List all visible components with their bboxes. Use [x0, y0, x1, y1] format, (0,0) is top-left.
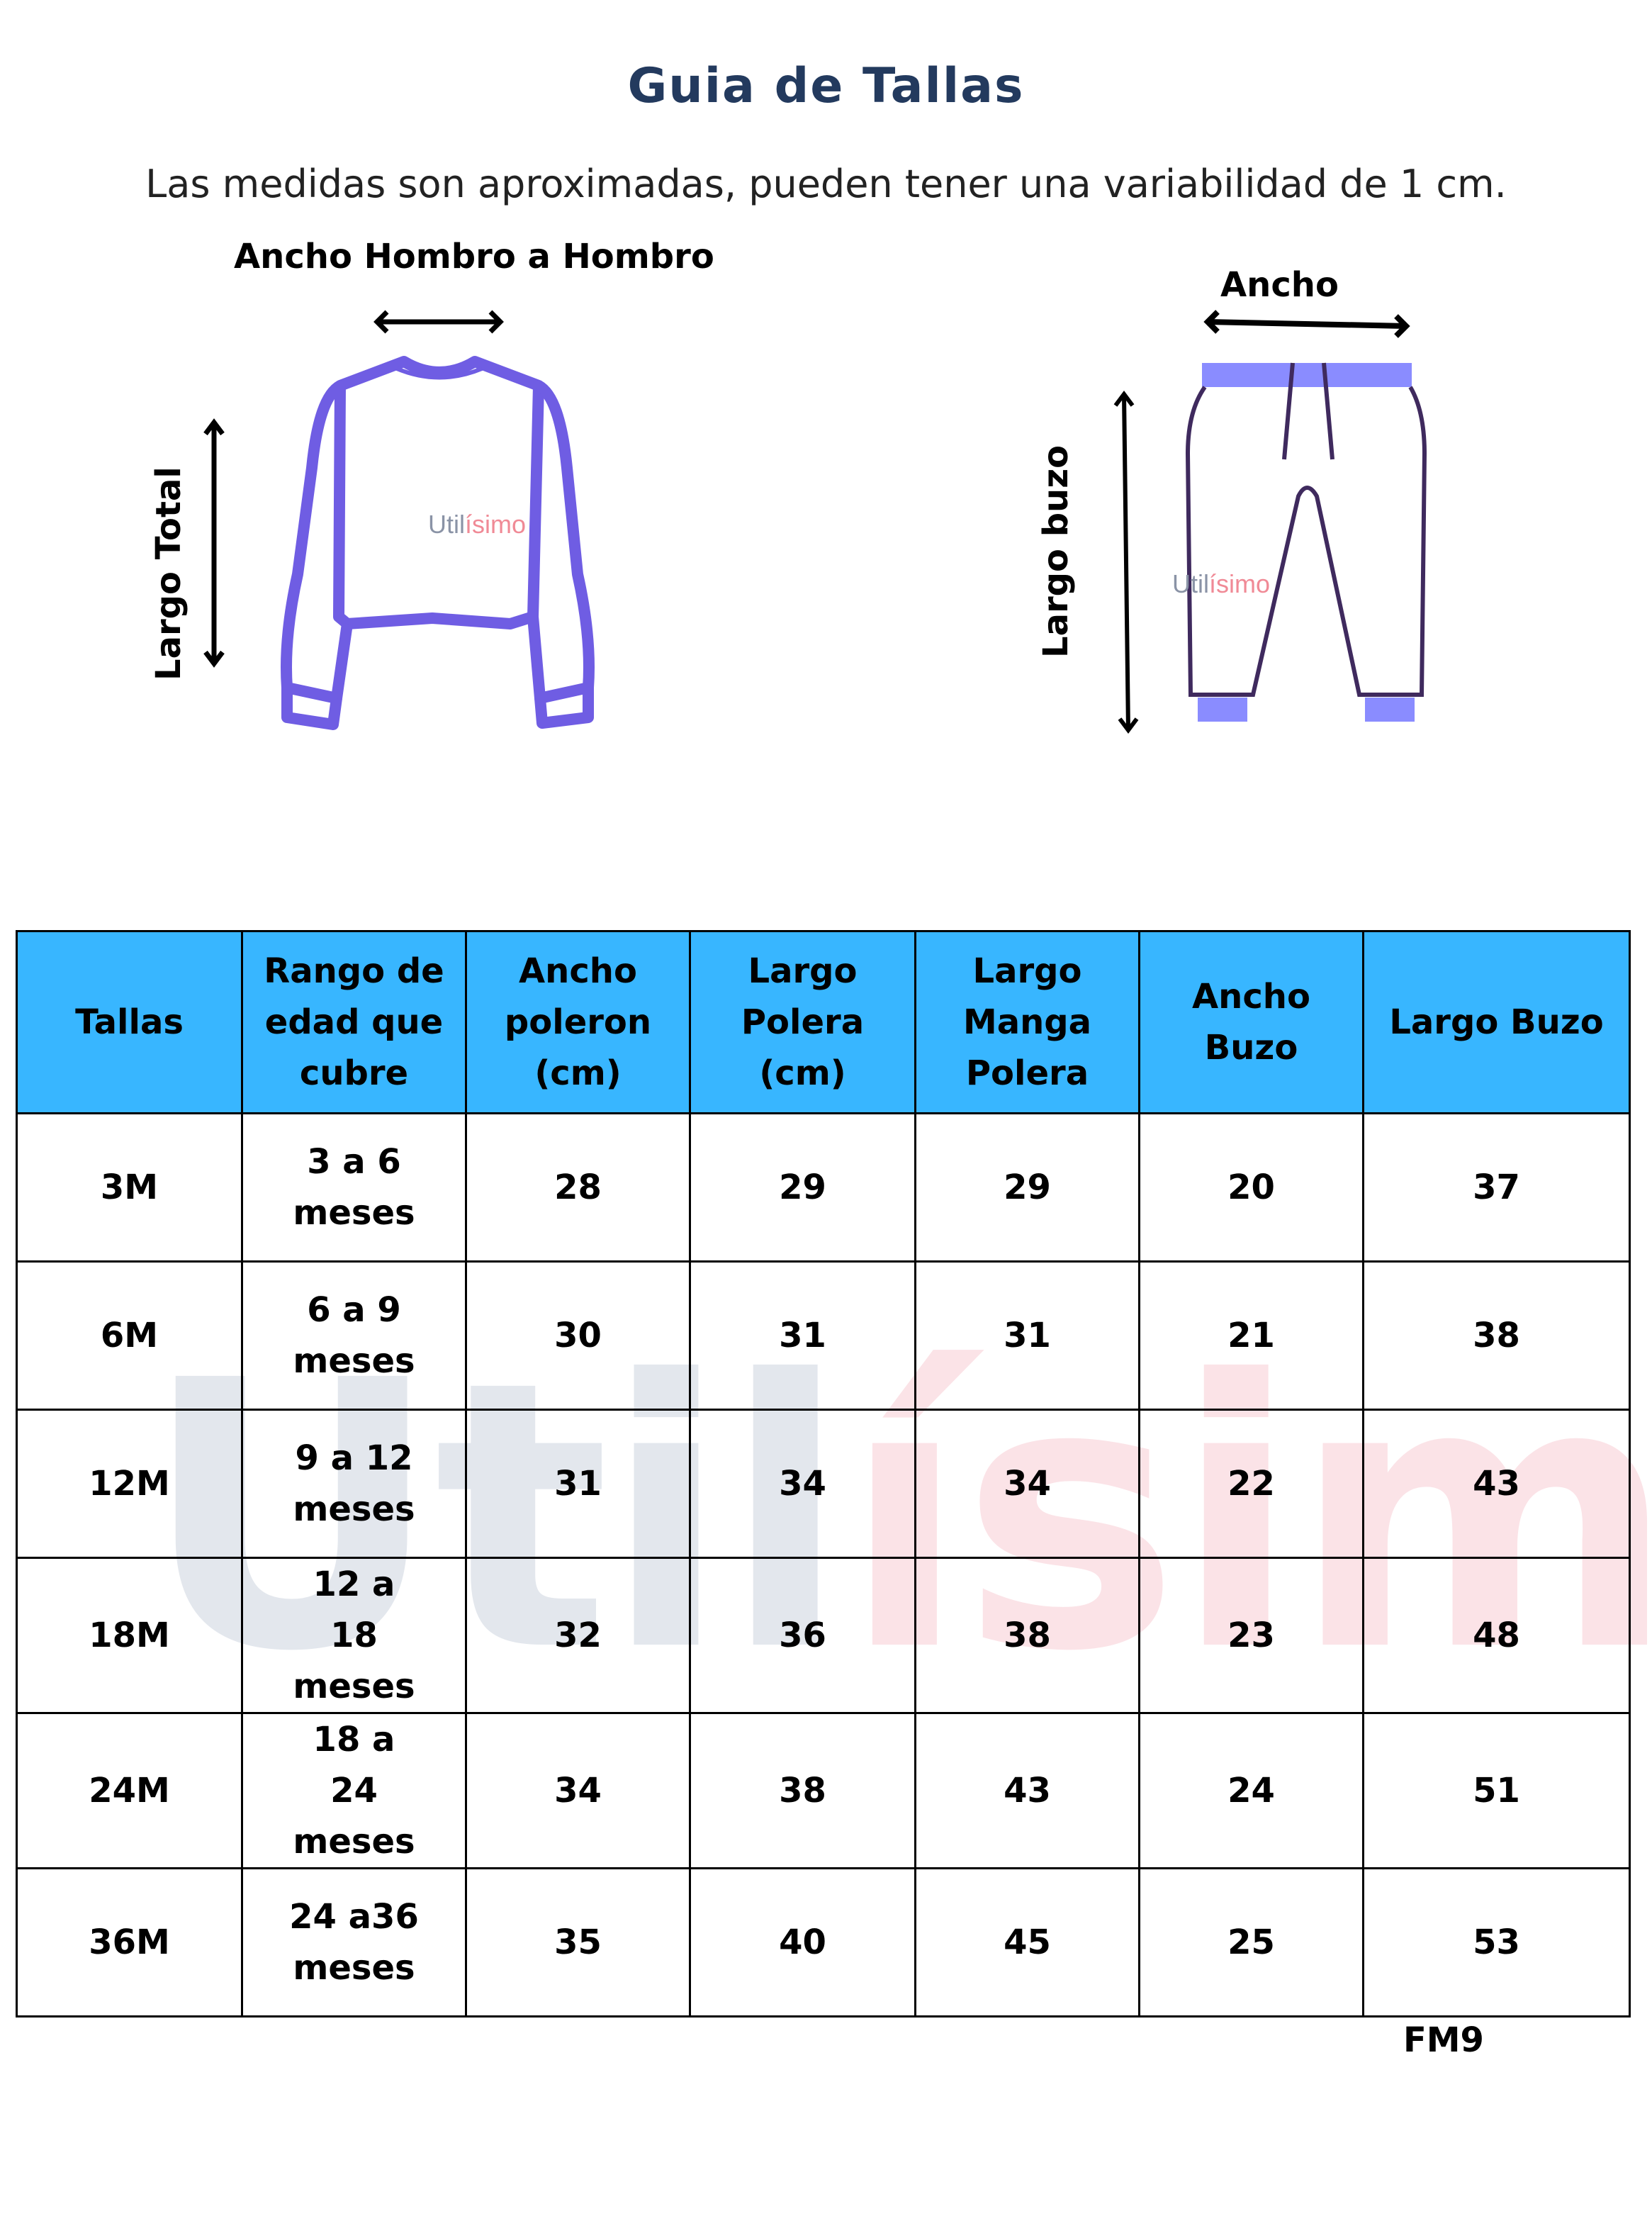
table-cell: 24 [1138, 1712, 1364, 1869]
subtitle: Las medidas son aproximadas, pueden tene… [145, 162, 1507, 206]
table-cell: 20 [1138, 1112, 1364, 1263]
table-cell: 12 a 18 meses [241, 1557, 467, 1714]
table-row: 24M 18 a 24 meses 34 38 43 24 51 [16, 1712, 1631, 1869]
header-largo-polera: Largo Polera (cm) [689, 930, 916, 1114]
table-cell: 34 [465, 1712, 691, 1869]
page-title: Guia de Tallas [627, 58, 1025, 114]
table-row: 3M 3 a 6 meses 28 29 29 20 37 [16, 1112, 1631, 1263]
table-cell: 31 [914, 1260, 1140, 1411]
table-cell: 29 [914, 1112, 1140, 1263]
table-cell: 51 [1362, 1712, 1631, 1869]
table-cell: 38 [1362, 1260, 1631, 1411]
table-cell: 6M [16, 1260, 243, 1411]
sweater-length-arrow-icon [203, 418, 225, 668]
table-cell: 48 [1362, 1557, 1631, 1714]
pants-illustration [1185, 362, 1427, 722]
table-cell: 6 a 9 meses [241, 1260, 467, 1411]
pants-width-label: Ancho [1220, 265, 1339, 305]
garment-diagrams: Utilísimo Utilísimo [203, 310, 1427, 734]
table-cell: 18M [16, 1557, 243, 1714]
table-cell: 22 [1138, 1409, 1364, 1559]
table-cell: 12M [16, 1409, 243, 1559]
table-cell: 38 [914, 1557, 1140, 1714]
table-cell: 28 [465, 1112, 691, 1263]
table-row: 12M 9 a 12 meses 31 34 34 22 43 [16, 1409, 1631, 1559]
table-cell: 37 [1362, 1112, 1631, 1263]
table-cell: 31 [465, 1409, 691, 1559]
table-cell: 45 [914, 1867, 1140, 2017]
header-largo-manga: Largo Manga Polera [914, 930, 1140, 1114]
header-rango-edad: Rango de edad que cubre [241, 930, 467, 1114]
table-cell: 29 [689, 1112, 916, 1263]
table-cell: 3 a 6 meses [241, 1112, 467, 1263]
header-ancho-poleron: Ancho poleron (cm) [465, 930, 691, 1114]
table-cell: 40 [689, 1867, 916, 2017]
table-row: 6M 6 a 9 meses 30 31 31 21 38 [16, 1260, 1631, 1411]
product-code: FM9 [1403, 2020, 1484, 2060]
table-row: 36M 24 a36 meses 35 40 45 25 53 [16, 1867, 1631, 2017]
sweater-watermark: Utilísimo [428, 510, 526, 539]
table-cell: 43 [1362, 1409, 1631, 1559]
pants-width-arrow-icon [1203, 310, 1410, 338]
sweater-width-label: Ancho Hombro a Hombro [234, 237, 714, 276]
sweater-illustration [281, 356, 595, 730]
table-cell: 30 [465, 1260, 691, 1411]
table-cell: 36M [16, 1867, 243, 2017]
table-cell: 36 [689, 1557, 916, 1714]
table-cell: 24 a36 meses [241, 1867, 467, 2017]
pants-watermark: Utilísimo [1172, 569, 1270, 598]
table-cell: 38 [689, 1712, 916, 1869]
pants-length-arrow-icon [1113, 391, 1139, 734]
table-cell: 35 [465, 1867, 691, 2017]
table-cell: 18 a 24 meses [241, 1712, 467, 1869]
table-cell: 31 [689, 1260, 916, 1411]
table-cell: 53 [1362, 1867, 1631, 2017]
table-cell: 9 a 12 meses [241, 1409, 467, 1559]
sweater-width-arrow-icon [373, 310, 504, 334]
table-cell: 23 [1138, 1557, 1364, 1714]
table-cell: 34 [914, 1409, 1140, 1559]
table-row: 18M 12 a 18 meses 32 36 38 23 48 [16, 1557, 1631, 1714]
table-cell: 43 [914, 1712, 1140, 1869]
table-cell: 21 [1138, 1260, 1364, 1411]
header-ancho-buzo: Ancho Buzo [1138, 930, 1364, 1114]
table-cell: 34 [689, 1409, 916, 1559]
table-cell: 32 [465, 1557, 691, 1714]
table-header-row: Tallas Rango de edad que cubre Ancho pol… [16, 930, 1631, 1114]
header-tallas: Tallas [16, 930, 243, 1114]
table-cell: 25 [1138, 1867, 1364, 2017]
table-cell: 24M [16, 1712, 243, 1869]
size-table: Tallas Rango de edad que cubre Ancho pol… [16, 930, 1631, 2017]
table-cell: 3M [16, 1112, 243, 1263]
header-largo-buzo: Largo Buzo [1362, 930, 1631, 1114]
